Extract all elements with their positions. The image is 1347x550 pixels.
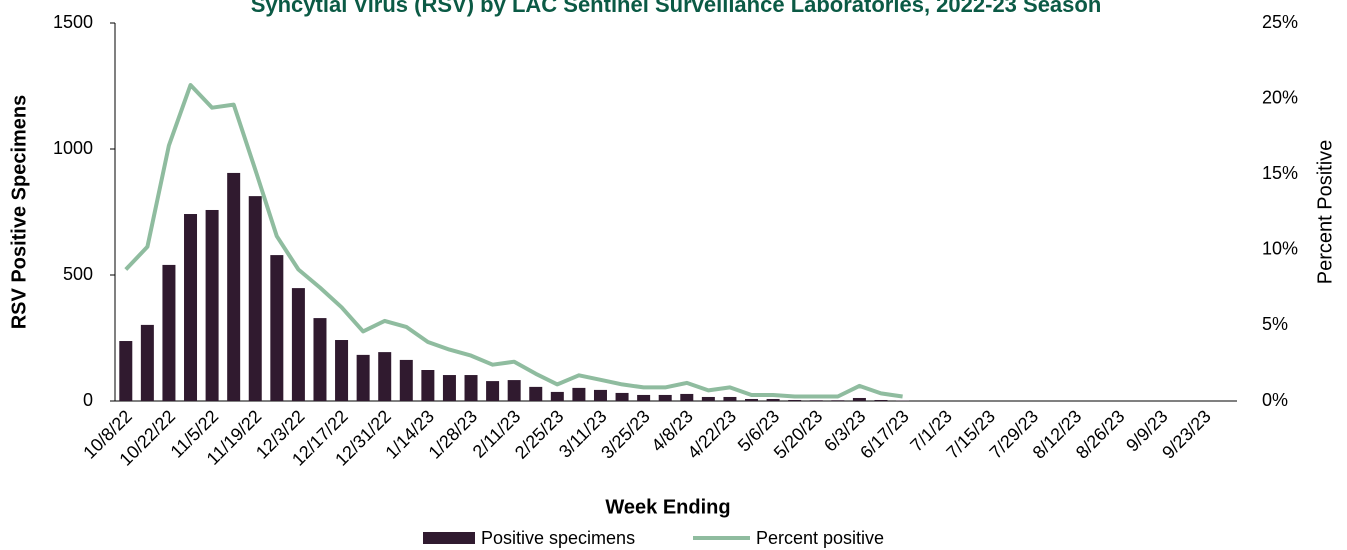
- bar: [723, 396, 737, 401]
- bar: [248, 196, 262, 401]
- x-tick-label: 2/25/23: [511, 406, 568, 463]
- bar: [140, 324, 154, 401]
- bar: [529, 386, 543, 401]
- x-tick-label: 9/23/23: [1158, 406, 1215, 463]
- bar: [809, 400, 823, 401]
- bar: [335, 340, 349, 401]
- x-tick-label: 4/22/23: [684, 406, 741, 463]
- bar: [270, 255, 284, 401]
- bar: [874, 399, 888, 401]
- legend-label: Positive specimens: [481, 528, 635, 548]
- bar: [162, 264, 176, 401]
- x-axis-title: Week Ending: [605, 496, 730, 518]
- x-tick-label: 6/17/23: [856, 406, 913, 463]
- bar: [119, 341, 133, 401]
- y2-tick-label: 15%: [1262, 163, 1298, 183]
- bar: [464, 375, 478, 401]
- bar: [680, 393, 694, 401]
- y2-tick-label: 0%: [1262, 390, 1288, 410]
- y2-tick-label: 10%: [1262, 239, 1298, 259]
- bar: [766, 398, 780, 401]
- y-tick-label: 1000: [53, 138, 93, 158]
- bar: [637, 394, 651, 401]
- bar: [745, 398, 759, 401]
- bar: [421, 370, 435, 401]
- y-axis-title: RSV Positive Specimens: [8, 95, 30, 330]
- y-tick-label: 1500: [53, 12, 93, 32]
- bar: [550, 391, 564, 401]
- y2-tick-label: 20%: [1262, 87, 1298, 107]
- legend-swatch: [423, 532, 475, 544]
- y2-tick-label: 5%: [1262, 314, 1288, 334]
- bar: [205, 209, 219, 401]
- y-tick-label: 500: [63, 264, 93, 284]
- bar: [831, 400, 845, 401]
- bar: [788, 399, 802, 401]
- y-tick-label: 0: [83, 390, 93, 410]
- bar: [227, 172, 241, 401]
- x-tick-label: 3/25/23: [597, 406, 654, 463]
- bar: [378, 352, 392, 401]
- y2-axis-title: Percent Positive: [1314, 140, 1336, 285]
- bar: [572, 387, 586, 401]
- bar: [486, 381, 500, 401]
- bar: [442, 375, 456, 401]
- bar: [507, 380, 521, 401]
- x-tick-label: 8/26/23: [1072, 406, 1129, 463]
- bar: [852, 397, 866, 401]
- x-tick-label: 1/28/23: [425, 406, 482, 463]
- y2-tick-label: 25%: [1262, 12, 1298, 32]
- legend-label: Percent positive: [756, 528, 884, 548]
- bar: [313, 318, 327, 401]
- chart-title: Syncytial Virus (RSV) by LAC Sentinel Su…: [251, 0, 1102, 17]
- bar: [356, 354, 370, 401]
- bar: [399, 359, 413, 401]
- x-tick-label: 5/20/23: [770, 406, 827, 463]
- bar: [593, 389, 607, 401]
- bar: [896, 400, 910, 401]
- bar: [291, 288, 305, 401]
- line: [124, 83, 903, 399]
- bar: [184, 214, 198, 401]
- bar: [615, 392, 629, 401]
- bar: [701, 396, 715, 401]
- bar: [658, 394, 672, 401]
